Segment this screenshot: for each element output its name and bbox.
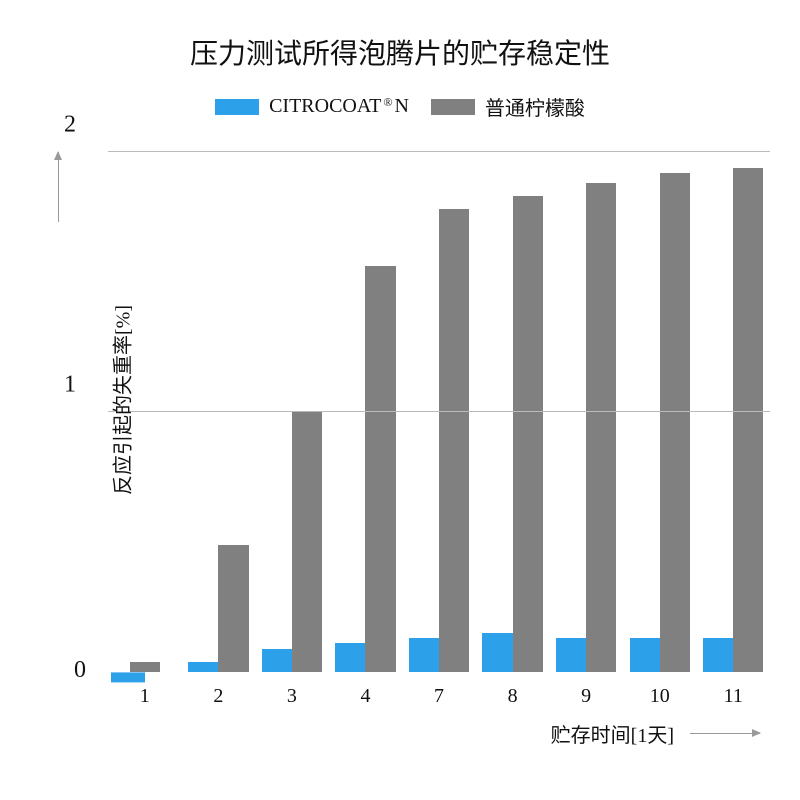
legend: CITROCOAT® N 普通柠檬酸 (0, 92, 800, 121)
y-axis-arrow-icon (58, 152, 59, 222)
gridline (108, 411, 770, 412)
bar-citric (513, 196, 543, 672)
x-tick-label: 3 (287, 685, 297, 708)
y-tick-label: 2 (64, 112, 76, 139)
x-axis-label: 贮存时间[1天] (551, 719, 760, 748)
bar-group: 10 (623, 152, 697, 672)
swatch-gray (431, 99, 475, 115)
legend-item-citric: 普通柠檬酸 (431, 92, 585, 121)
legend-item-citrocoat: CITROCOAT® N (215, 95, 409, 118)
registered-mark-icon: ® (383, 95, 392, 110)
bar-citric (733, 168, 763, 672)
bar-citric (130, 662, 160, 672)
origin-label: 0 (74, 657, 86, 684)
bar-citrocoat (703, 638, 733, 672)
y-axis-label: 反应引起的失重率[%] (106, 305, 135, 495)
x-tick-label: 7 (434, 685, 444, 708)
bar-citric (439, 209, 469, 672)
x-tick-label: 8 (508, 685, 518, 708)
bar-group: 4 (329, 152, 403, 672)
bar-groups: 12347891011 (108, 152, 770, 672)
y-tick-label: 1 (64, 372, 76, 399)
x-tick-label: 9 (581, 685, 591, 708)
bar-citric (292, 412, 322, 672)
x-tick-label: 2 (213, 685, 223, 708)
x-tick-label: 4 (360, 685, 370, 708)
x-tick-label: 10 (650, 685, 670, 708)
bar-citrocoat (262, 649, 292, 672)
bar-citrocoat (188, 662, 218, 672)
chart-title: 压力测试所得泡腾片的贮存稳定性 (0, 32, 800, 72)
bar-group: 8 (476, 152, 550, 672)
bar-citrocoat (111, 672, 145, 682)
legend-text-post: N (394, 95, 408, 118)
bar-citric (660, 173, 690, 672)
bar-citrocoat (409, 638, 439, 672)
bar-citrocoat (556, 638, 586, 672)
swatch-blue (215, 99, 259, 115)
y-axis-text: 反应引起的失重率[%] (106, 305, 135, 495)
legend-label-citric: 普通柠檬酸 (485, 92, 585, 121)
x-tick-label: 1 (140, 685, 150, 708)
bar-group: 2 (182, 152, 256, 672)
x-tick-label: 11 (724, 685, 743, 708)
bar-citrocoat (482, 633, 512, 672)
bar-citrocoat (335, 643, 365, 672)
bar-citric (586, 183, 616, 672)
bar-citric (218, 545, 248, 672)
bar-citrocoat (630, 638, 660, 672)
bar-group: 3 (255, 152, 329, 672)
x-axis-arrow-icon (690, 733, 760, 734)
bar-group: 9 (549, 152, 623, 672)
legend-text-pre: CITROCOAT (269, 95, 381, 118)
bar-citric (365, 266, 395, 672)
gridline (108, 151, 770, 152)
bar-group: 11 (697, 152, 771, 672)
legend-label-citrocoat: CITROCOAT® N (269, 95, 409, 118)
plot-area: 12347891011 0 12 (108, 152, 770, 672)
bar-group: 7 (402, 152, 476, 672)
x-axis-text: 贮存时间[1天] (551, 719, 674, 748)
